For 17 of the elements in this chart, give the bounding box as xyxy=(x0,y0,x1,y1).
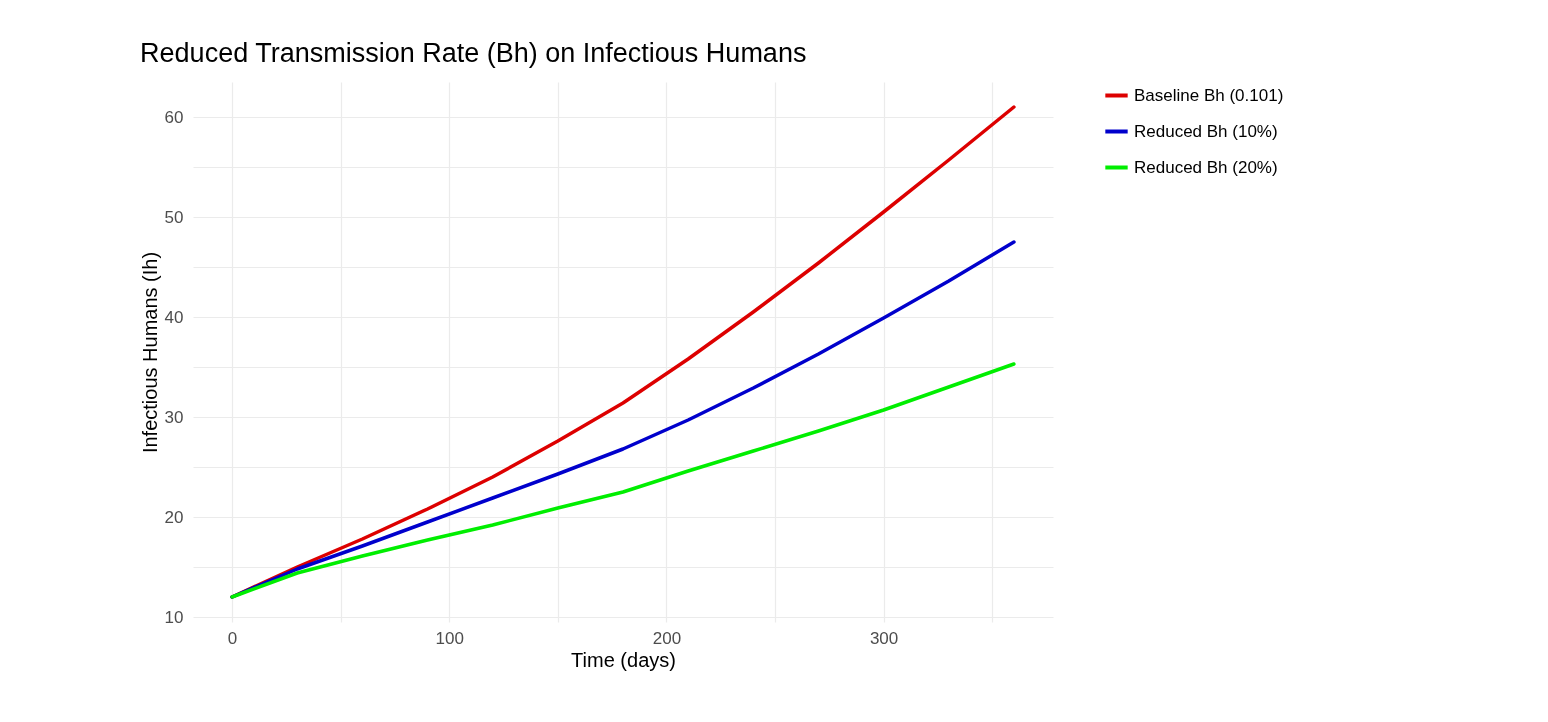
x-tick-label: 300 xyxy=(869,628,899,648)
line-series xyxy=(230,362,1016,599)
y-tick-label: 60 xyxy=(164,107,184,127)
legend-label: Reduced Bh (10%) xyxy=(1134,121,1278,141)
y-axis-title: Infectious Humans (Ih) xyxy=(138,251,161,454)
x-axis-title: Time (days) xyxy=(571,648,676,671)
x-tick-label: 200 xyxy=(652,628,682,648)
y-tick-label: 40 xyxy=(164,307,184,327)
x-tick-label: 100 xyxy=(435,628,464,648)
y-tick-label: 30 xyxy=(164,407,184,427)
chart-title: Reduced Transmission Rate (Bh) on Infectious Humans xyxy=(140,38,807,68)
y-tick-label: 50 xyxy=(164,207,184,227)
legend-label: Reduced Bh (20%) xyxy=(1134,157,1278,177)
x-tick-label: 0 xyxy=(227,628,238,648)
y-tick-label: 20 xyxy=(164,507,184,527)
legend-label: Baseline Bh (0.101) xyxy=(1134,85,1284,105)
y-tick-label: 10 xyxy=(164,607,184,627)
